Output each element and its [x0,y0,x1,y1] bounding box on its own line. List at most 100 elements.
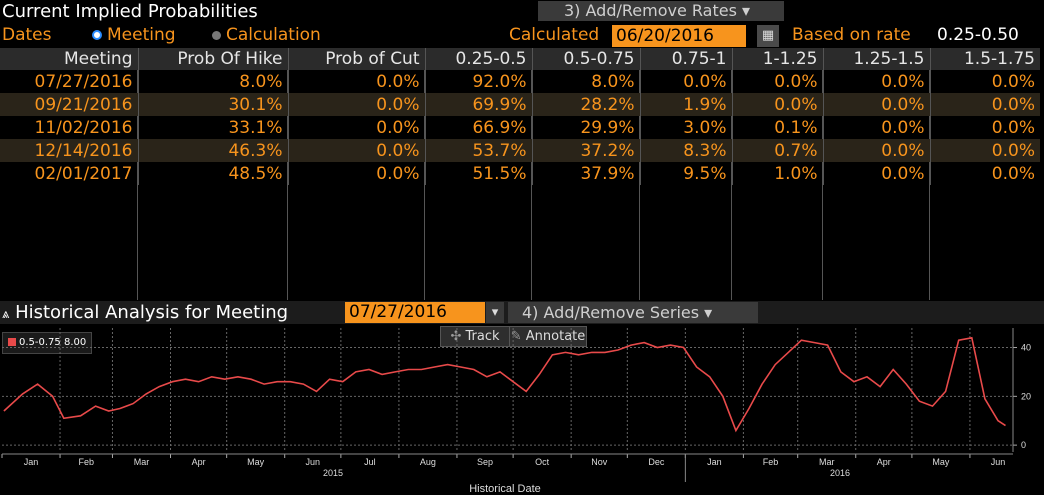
table-cell: 0.0% [288,139,426,162]
historical-meeting-date-input[interactable]: 07/27/2016 [345,302,485,323]
legend-series-name: 0.5-0.75 [19,337,61,348]
add-remove-rates-button[interactable]: 3) Add/Remove Rates ▾ [538,1,784,21]
y-tick-label: 0 [1021,440,1026,450]
x-tick-label: Mar [134,457,150,467]
column-header[interactable]: 1-1.25 [732,48,824,70]
table-cell: 8.0% [138,70,289,93]
x-tick-label: Jan [24,457,39,467]
column-header[interactable]: 1.25-1.5 [823,48,931,70]
page-title: Current Implied Probabilities [2,1,258,22]
historical-line-chart[interactable]: 0 20 40 Jan Feb Mar Apr May Jun Jul Aug Sep Oct Nov De… [0,324,1044,495]
table-cell: 0.0% [823,162,931,185]
historical-title: ⩓ Historical Analysis for Meeting [2,301,288,326]
column-header[interactable]: Prob Of Hike [138,48,289,70]
x-tick-label: Aug [420,457,436,467]
table-cell: 8.3% [640,139,733,162]
annotate-label: Annotate [525,329,586,344]
y-tick-label: 20 [1021,391,1031,401]
legend-series-value: 8.00 [63,337,87,348]
annotate-button[interactable]: ✎ Annotate [509,326,587,347]
series-line [3,336,1006,433]
calculated-date-input[interactable]: 06/20/2016 [612,25,746,47]
dates-label: Dates [2,25,52,45]
x-tick-label: Feb [763,457,779,467]
x-tick-label: May [932,457,950,467]
table-cell: 0.0% [823,116,931,139]
meeting-radio-label: Meeting [107,25,176,45]
column-header[interactable]: 1.5-1.75 [930,48,1040,70]
x-tick-label: Jun [306,457,321,467]
based-on-rate-value: 0.25-0.50 [937,25,1019,45]
table-cell: 02/01/2017 [0,162,139,185]
table-cell: 0.0% [823,139,931,162]
table-row[interactable]: 02/01/2017 48.5% 0.0% 51.5% 37.9% 9.5% 1.0% 0.0… [0,162,1040,185]
based-on-label: Based on rate [792,25,911,45]
table-cell: 0.0% [930,139,1040,162]
x-tick-label: Jul [364,457,376,467]
column-header[interactable]: Prob of Cut [288,48,426,70]
table-cell: 48.5% [138,162,289,185]
table-cell: 53.7% [425,139,533,162]
table-cell: 8.0% [532,70,641,93]
chart-area [0,324,1044,495]
x-tick-label: Oct [535,457,550,467]
table-cell: 0.0% [823,70,931,93]
table-cell: 3.0% [640,116,733,139]
x-tick-label: Nov [591,457,608,467]
table-row[interactable]: 12/14/2016 46.3% 0.0% 53.7% 37.2% 8.3% 0.7% 0.0… [0,139,1040,162]
table-cell: 46.3% [138,139,289,162]
table-cell: 0.0% [288,116,426,139]
x-tick-label: Jan [707,457,722,467]
table-cell: 0.0% [640,70,733,93]
calculated-label: Calculated [509,25,600,45]
add-remove-series-button[interactable]: 4) Add/Remove Series ▾ [508,302,758,323]
column-header[interactable]: Meeting [0,48,139,70]
table-cell: 37.2% [532,139,641,162]
table-cell: 0.0% [288,70,426,93]
table-cell: 37.9% [532,162,641,185]
table-cell: 0.1% [732,116,824,139]
table-cell: 0.0% [991,163,1035,184]
chart-legend[interactable]: 0.5-0.75 8.00 [2,332,92,354]
calculation-radio[interactable]: Calculation [212,24,321,46]
table-cell: 69.9% [425,93,533,116]
collapse-chevron-icon[interactable]: ⩓ [2,307,10,322]
y-tick-label: 40 [1021,343,1031,353]
table-cell: 30.1% [138,93,289,116]
x-tick-label: May [247,457,265,467]
meeting-radio[interactable]: Meeting [92,24,176,46]
x-tick-label: Apr [877,457,891,467]
radio-selected-icon [92,30,102,40]
calendar-icon[interactable]: ▦ [757,25,779,47]
column-header[interactable]: 0.25-0.5 [425,48,533,70]
table-cell: 0.0% [288,162,426,185]
x-tick-label: Mar [819,457,835,467]
table-cell: 0.0% [930,93,1040,116]
table-row[interactable]: 07/27/2016 8.0% 0.0% 92.0% 8.0% 0.0% 0.0% 0.0% 0… [0,70,1040,93]
calculation-radio-label: Calculation [226,25,321,45]
year-label: 2016 [830,468,850,478]
table-cell: 1.9% [640,93,733,116]
meeting-date-dropdown-icon[interactable]: ▾ [486,302,504,323]
table-cell: 07/27/2016 [0,70,139,93]
table-cell: 1.0% [732,162,824,185]
column-header[interactable]: 0.75-1 [640,48,733,70]
table-cell: 33.1% [138,116,289,139]
table-row[interactable]: 11/02/2016 33.1% 0.0% 66.9% 29.9% 3.0% 0.1% 0.0… [0,116,1040,139]
table-cell: 51.5% [425,162,533,185]
track-label: Track [465,329,500,344]
table-cell: 28.2% [532,93,641,116]
crosshair-icon: ✣ [450,329,462,344]
table-cell: 66.9% [425,116,533,139]
table-cell: 29.9% [532,116,641,139]
table-row[interactable]: 09/21/2016 30.1% 0.0% 69.9% 28.2% 1.9% 0.0% 0.0… [0,93,1040,116]
table-header-row: Meeting Prob Of Hike Prob of Cut 0.25-0.… [0,48,1040,70]
column-header[interactable]: 0.5-0.75 [532,48,641,70]
x-tick-label: Jun [991,457,1006,467]
historical-title-text: Historical Analysis for Meeting [15,302,289,323]
series-swatch [8,338,16,346]
table-cell: 0.0% [991,117,1035,138]
x-axis-label: Historical Date [469,483,541,495]
table-cell: 0.0% [732,70,824,93]
probabilities-table: Meeting Prob Of Hike Prob of Cut 0.25-0.… [0,48,1040,185]
